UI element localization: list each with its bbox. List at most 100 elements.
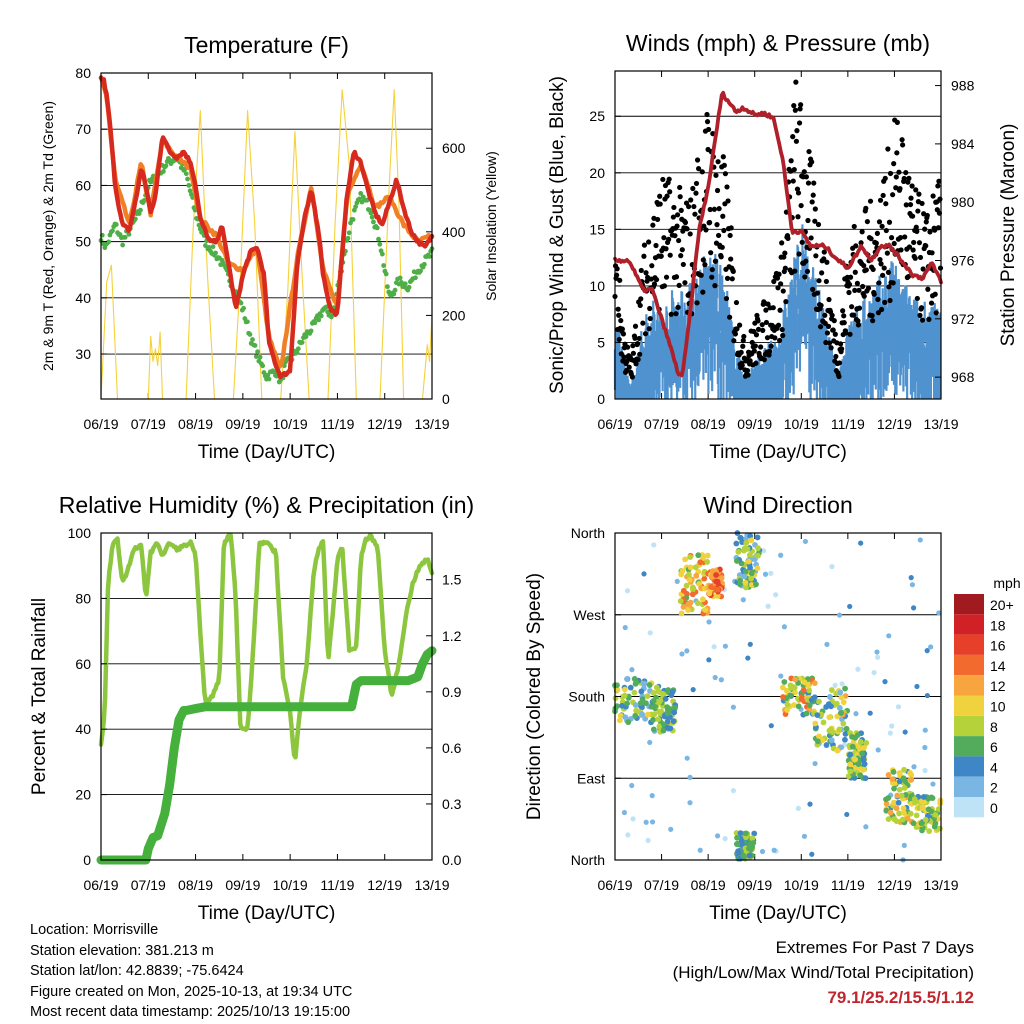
dewpoint-point (381, 263, 387, 268)
direction-point (842, 731, 849, 737)
wind-gust-point (686, 203, 692, 210)
latlon-text: Station lat/lon: 42.8839; -75.6424 (30, 963, 244, 979)
humidity-y2tick-label: 0.0 (442, 852, 462, 868)
direction-point (920, 794, 927, 800)
wind-gust-point (715, 232, 722, 239)
direction-point (765, 603, 771, 609)
legend-label: 6 (990, 739, 998, 755)
direction-point (759, 848, 766, 855)
winds-ytick-label: 0 (597, 391, 605, 407)
direction-point (889, 723, 895, 729)
direction-point (908, 575, 914, 581)
direction-ytick-label: East (577, 770, 605, 786)
dewpoint-point (252, 343, 258, 348)
direction-point (781, 624, 787, 630)
wind-gust-point (707, 206, 713, 213)
wind-gust-point (906, 175, 912, 181)
wind-gust-point (821, 249, 827, 255)
wind-gust-point (880, 192, 886, 199)
wind-gust-point (760, 327, 766, 333)
wind-gust-point (908, 195, 914, 201)
direction-ylabel: Direction (Colored By Speed) (524, 573, 545, 820)
wind-gust-point (824, 259, 830, 265)
direction-point (664, 710, 671, 717)
direction-point (735, 549, 742, 555)
wind-gust-point (727, 314, 733, 320)
direction-point (684, 755, 690, 761)
direction-point (889, 776, 896, 783)
direction-point (632, 702, 639, 708)
wind-gust-point (871, 291, 877, 297)
direction-point (837, 689, 844, 696)
wind-gust-point (764, 335, 771, 341)
direction-ytick-label: West (573, 607, 605, 623)
direction-point (656, 723, 663, 730)
direction-point (651, 542, 657, 548)
wind-gust-point (705, 126, 712, 133)
direction-point (811, 680, 818, 687)
wind-gust-point (813, 253, 819, 259)
winds-y2tick-label: 972 (951, 311, 975, 327)
wind-gust-point (720, 154, 726, 160)
temperature-xtick-label: 12/19 (367, 416, 402, 432)
direction-point (896, 778, 903, 785)
wind-gust-point (766, 348, 773, 355)
direction-point (713, 578, 720, 585)
dewpoint-point (126, 231, 132, 237)
wind-gust-point (837, 341, 844, 347)
wind-gust-point (632, 335, 638, 341)
wind-gust-point (709, 266, 715, 273)
direction-xtick-label: 08/19 (691, 877, 726, 893)
direction-point (901, 785, 908, 791)
direction-point (650, 716, 657, 723)
wind-gust-point (693, 180, 700, 187)
direction-point (746, 552, 753, 558)
wind-gust-point (761, 357, 767, 363)
direction-point (867, 710, 873, 716)
direction-point (840, 699, 847, 706)
wind-gust-point (910, 213, 916, 219)
wind-gust-point (707, 219, 713, 226)
rainfall-line (96, 646, 437, 865)
dewpoint-point (369, 214, 375, 220)
wind-gust-point (667, 252, 673, 258)
dewpoint-point (391, 291, 397, 297)
direction-point (824, 641, 830, 647)
wind-gust-point (771, 278, 777, 285)
direction-point (631, 689, 638, 696)
direction-point (828, 737, 835, 744)
wind-gust-point (928, 300, 935, 306)
direction-point (842, 685, 848, 692)
legend-title: mph (993, 575, 1020, 591)
wind-gust-point (711, 206, 717, 212)
direction-point (898, 792, 905, 799)
wind-gust-point (739, 362, 745, 368)
wind-gust-point (812, 218, 818, 224)
extremes-box: Extremes For Past 7 Days (High/Low/Max W… (673, 935, 974, 1010)
wind-gust-point (752, 343, 758, 349)
wind-gust-point (883, 227, 889, 234)
direction-point (902, 729, 908, 735)
humidity-xtick-label: 07/19 (131, 877, 166, 893)
direction-point (671, 709, 678, 716)
direction-point (871, 669, 877, 676)
direction-point (885, 772, 892, 778)
direction-ytick-label: North (571, 525, 605, 541)
humidity-plot-frame (100, 532, 433, 861)
direction-point (647, 630, 653, 636)
wind-gust-point (714, 222, 720, 228)
direction-point (803, 710, 810, 717)
wind-gust-point (744, 367, 751, 374)
wind-gust-point (856, 287, 862, 293)
wind-gust-point (922, 226, 928, 232)
direction-point (847, 751, 854, 758)
dewpoint-point (353, 204, 359, 210)
direction-point (911, 764, 917, 770)
dewpoint-point (253, 354, 259, 360)
wind-gust-point (713, 172, 719, 178)
temperature-ytick-label: 50 (75, 234, 91, 250)
direction-point (913, 812, 920, 819)
wind-gust-point (664, 193, 670, 199)
dewpoint-point (346, 230, 352, 236)
